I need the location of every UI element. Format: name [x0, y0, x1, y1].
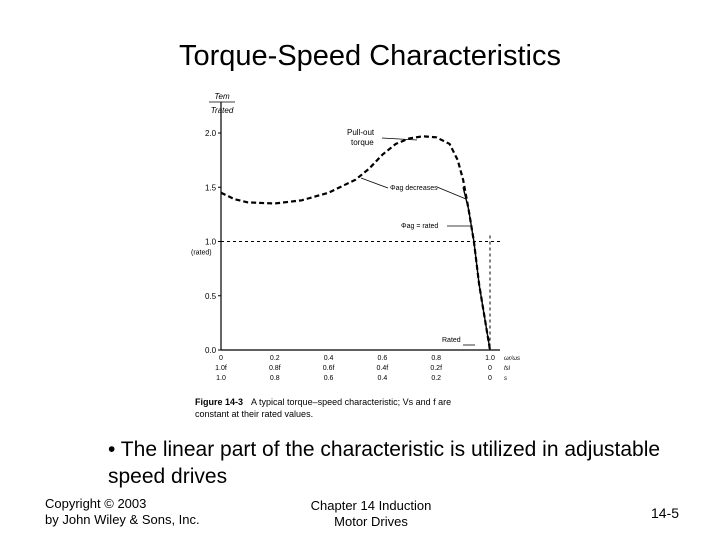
y-axis-label-numerator: Tem — [214, 92, 230, 101]
rated-tick-label: (rated) — [191, 250, 212, 257]
bullet-text: • The linear part of the characteristic … — [108, 438, 661, 488]
svg-text:Figure 14-3 A typical to: Figure 14-3 A typical torque–speed chara… — [195, 397, 451, 407]
y-tick-label: 2.0 — [205, 129, 217, 138]
y-tick-label: 0.5 — [205, 292, 217, 301]
page-number: 14-5 — [651, 505, 680, 521]
x-row-end-label: s — [504, 376, 507, 382]
caption-figure-number: Figure 14-3 — [195, 397, 243, 407]
footer-chapter: Chapter 14 Induction Motor Drives — [286, 498, 456, 530]
x-tick-label-row1: 0.8 — [431, 355, 441, 362]
x-tick-label-row2: 0.6f — [323, 365, 335, 372]
figure-caption: Figure 14-3 A typical torque–speed chara… — [195, 397, 451, 419]
torque-curve-series-2 — [462, 187, 491, 351]
x-tick-label-row3: 0.2 — [431, 375, 441, 382]
annotation-phi-decreases: Φag decreases — [390, 185, 438, 192]
slide-title: Torque-Speed Characteristics — [178, 40, 561, 72]
x-tick-label-row1: 1.0 — [485, 355, 495, 362]
tick-labels: 0.0 0.5 1.0 1.5 2.0 (rated) 0 0.2 0.4 0.6 0.8 1.0 ωr… — [191, 129, 520, 382]
reference-lines — [221, 235, 500, 350]
footer-copyright-line1: Copyright © 2003 — [45, 496, 147, 511]
annotations: Pull-out torque Φag decreases Φag = rate… — [347, 128, 461, 344]
y-axis-label: Tem Trated — [209, 92, 235, 115]
pullout-leader-line — [381, 137, 418, 141]
caption-line1: A typical torque–speed characteristic; V… — [251, 397, 451, 407]
x-tick-label-row1: 0.2 — [270, 355, 280, 362]
x-tick-label-row1: 0.4 — [324, 355, 334, 362]
series-layer — [220, 135, 492, 351]
caption-line2: constant at their rated values. — [195, 409, 313, 419]
x-tick-label-row3: 0.8 — [270, 375, 280, 382]
annotation-pullout-line1: Pull-out — [347, 128, 375, 137]
x-tick-label-row3: 0.4 — [378, 375, 388, 382]
x-tick-label-row1: 0.6 — [378, 355, 388, 362]
x-tick-label-row3: 0.6 — [324, 375, 334, 382]
x-tick-label-row2: 1.0f — [215, 365, 227, 372]
x-tick-label-row2: 0.2f — [430, 365, 442, 372]
phi-decreases-leader-line — [360, 177, 389, 189]
y-tick-label: 1.0 — [205, 238, 217, 247]
x-row-end-label: ωr/ωs — [504, 356, 520, 362]
axes — [220, 102, 500, 351]
torque-curve-series-1 — [220, 135, 492, 351]
annotation-pullout-line2: torque — [351, 138, 374, 147]
footer-chapter-line2: Motor Drives — [334, 514, 408, 529]
footer-copyright: Copyright © 2003 by John Wiley & Sons, I… — [45, 496, 200, 528]
x-tick-label-row3: 0 — [488, 375, 492, 382]
phi-decreases-leader-line-right — [436, 186, 467, 200]
y-tick-label: 0.0 — [205, 346, 217, 355]
footer-chapter-line1: Chapter 14 Induction — [310, 498, 432, 513]
y-tick-label: 1.5 — [205, 183, 217, 192]
x-tick-label-row2: 0.4f — [377, 365, 389, 372]
footer-copyright-line2: by John Wiley & Sons, Inc. — [45, 512, 200, 527]
annotation-rated: Rated — [442, 337, 461, 344]
y-axis-label-denominator: Trated — [211, 106, 234, 115]
annotation-phi-rated: Φag = rated — [401, 223, 438, 230]
x-tick-label-row2: 0.8f — [269, 365, 281, 372]
x-row-end-label: fsl — [504, 366, 511, 372]
torque-speed-figure: Tem Trated 0.0 0.5 1.0 1.5 2.0 (rated) 0 0.2 0.4… — [191, 92, 520, 419]
x-tick-label-row1: 0 — [219, 355, 223, 362]
x-tick-label-row3: 1.0 — [216, 375, 226, 382]
x-tick-label-row2: 0 — [488, 365, 492, 372]
